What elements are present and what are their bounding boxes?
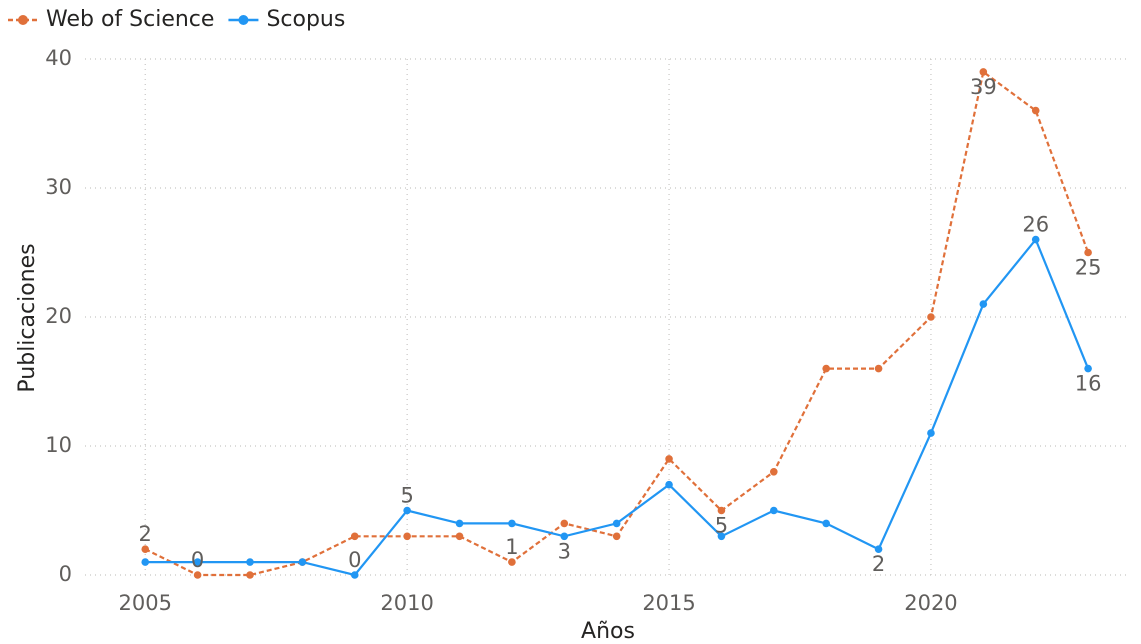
data-point [455,519,464,528]
data-point [1031,106,1040,115]
y-tick-label: 10 [45,433,72,457]
data-point [874,364,883,373]
data-point [665,480,673,489]
data-point [927,313,935,321]
data-point [822,364,830,373]
data-point [770,506,778,515]
data-label: 5 [715,514,728,538]
legend-label: Scopus [266,7,345,32]
data-point [560,532,569,541]
data-point [1084,364,1092,373]
legend-marker [18,15,28,25]
data-label: 26 [1022,213,1049,237]
data-point [979,68,988,76]
y-axis-title: Publicaciones [15,243,40,392]
data-point [193,571,202,579]
data-point [141,558,150,566]
data-point [665,455,673,463]
data-point [508,558,516,566]
data-label: 0 [348,548,361,572]
legend-marker [238,15,249,25]
data-point [350,571,359,579]
x-tick-label: 2010 [380,591,433,615]
data-point [1084,248,1092,257]
data-label: 2 [872,552,885,576]
series-line [144,70,1090,577]
data-point [822,519,830,528]
y-tick-label: 0 [59,562,72,586]
data-point [874,545,883,553]
data-label: 25 [1075,256,1102,280]
data-point [979,300,988,308]
data-label: 39 [970,75,997,99]
y-tick-label: 30 [45,175,72,199]
data-label: 1 [505,535,518,559]
data-point [927,429,935,437]
data-point [560,519,569,528]
data-point [246,558,254,566]
x-axis-title: Años [581,619,635,644]
x-tick-label: 2005 [119,591,172,615]
data-point [403,532,411,541]
data-point [350,532,359,541]
legend-label: Web of Science [46,7,214,32]
data-point [717,506,726,515]
data-point [455,532,464,541]
legend-item: Web of Science [8,7,214,32]
data-label: 0 [191,548,204,572]
data-point [246,571,254,579]
data-label: 2 [139,522,152,546]
data-point [193,558,202,566]
y-tick-label: 20 [45,304,72,328]
y-tick-label: 40 [45,46,72,70]
data-label: 3 [558,539,571,563]
data-point [508,519,516,528]
legend-item: Scopus [228,7,345,32]
data-point [770,468,778,476]
data-point [612,532,621,541]
data-label: 16 [1075,372,1102,396]
data-point [141,545,150,553]
data-point [717,532,726,541]
data-point [403,506,411,515]
data-label: 5 [400,484,413,508]
x-tick-label: 2015 [642,591,695,615]
data-point [298,558,307,566]
data-point [612,519,621,528]
data-point [1031,235,1040,244]
x-tick-label: 2020 [904,591,957,615]
